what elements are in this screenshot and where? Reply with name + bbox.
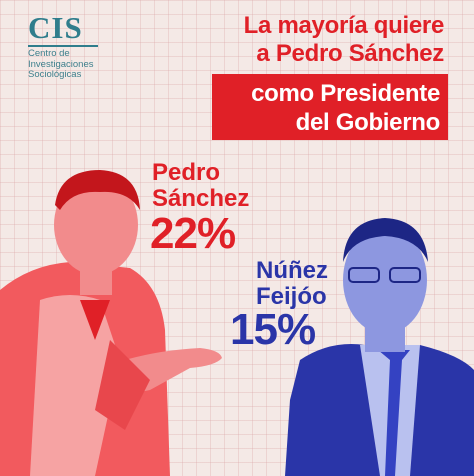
- candidate-1-name: Pedro Sánchez: [152, 160, 249, 212]
- headline: La mayoría quiere a Pedro Sánchez: [243, 12, 445, 68]
- candidate-2-name-line-2: Feijóo: [256, 283, 327, 310]
- headline-box-line-1: como Presidente: [251, 80, 440, 107]
- logo-mark: CIS: [28, 10, 83, 45]
- headline-line-1: La mayoría quiere: [243, 12, 445, 39]
- logo-text: Centro de Investigaciones Sociológicas: [28, 48, 138, 81]
- headline-box-line-2: del Gobierno: [295, 109, 441, 136]
- candidate-1-name-line-2: Sánchez: [152, 185, 250, 212]
- headline-highlight-box: como Presidente del Gobierno: [212, 74, 448, 140]
- red-candidate-photo: [0, 170, 222, 476]
- candidate-1-name-line-1: Pedro: [152, 159, 221, 186]
- blue-candidate-photo: [285, 218, 474, 476]
- headline-line-2: a Pedro Sánchez: [256, 40, 444, 67]
- candidate-1-percent: 22%: [150, 209, 236, 258]
- candidate-2-name: Núñez Feijóo: [256, 258, 328, 310]
- candidate-2-percent: 15%: [230, 305, 316, 354]
- logo-line-1: Centro de: [28, 48, 70, 59]
- logo-line-2: Investigaciones: [28, 58, 94, 70]
- logo-underline: [28, 45, 98, 47]
- cis-logo: CIS Centro de Investigaciones Sociológic…: [28, 12, 138, 81]
- logo-line-3: Sociológicas: [28, 69, 82, 80]
- candidate-2-name-line-1: Núñez: [256, 257, 328, 284]
